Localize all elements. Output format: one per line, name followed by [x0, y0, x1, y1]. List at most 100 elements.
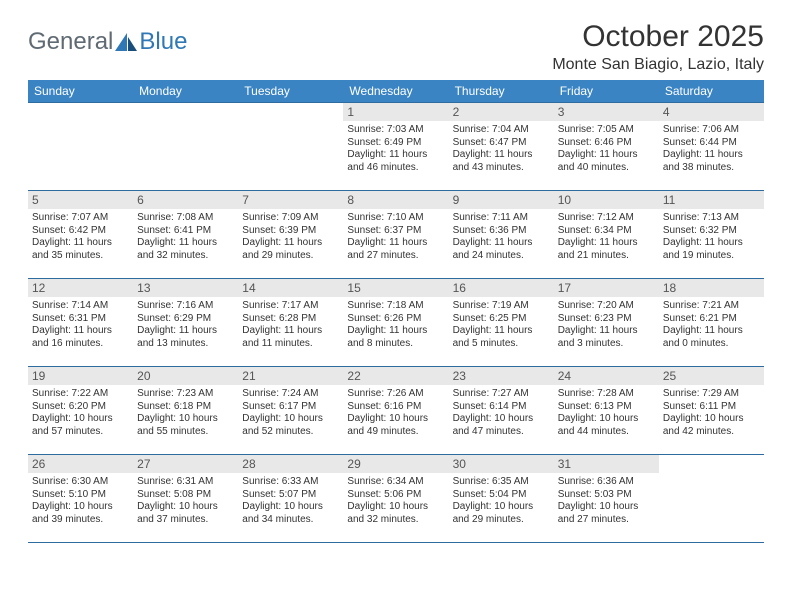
- calendar-day-cell: 25 Sunrise: 7:29 AMSunset: 6:11 PMDayligh…: [659, 367, 764, 455]
- day-info-line: Sunrise: 7:06 AM: [663, 124, 760, 137]
- day-info-line: and 39 minutes.: [32, 514, 129, 527]
- calendar-day-cell: [238, 103, 343, 191]
- day-info: Sunrise: 7:12 AMSunset: 6:34 PMDaylight:…: [558, 212, 655, 262]
- location: Monte San Biagio, Lazio, Italy: [552, 56, 764, 74]
- day-info-line: and 19 minutes.: [663, 250, 760, 263]
- weekday-header: Saturday: [659, 80, 764, 103]
- day-number: 11: [659, 191, 764, 209]
- day-number: 17: [554, 279, 659, 297]
- day-info: Sunrise: 7:17 AMSunset: 6:28 PMDaylight:…: [242, 300, 339, 350]
- day-info-line: and 34 minutes.: [242, 514, 339, 527]
- day-info-line: Daylight: 11 hours: [663, 237, 760, 250]
- day-info-line: Daylight: 11 hours: [137, 325, 234, 338]
- calendar-week-row: 26Sunrise: 6:30 AMSunset: 5:10 PMDayligh…: [28, 455, 764, 543]
- day-info: Sunrise: 7:26 AMSunset: 6:16 PMDaylight:…: [347, 388, 444, 438]
- calendar-day-cell: [133, 103, 238, 191]
- day-info-line: Sunrise: 6:33 AM: [242, 476, 339, 489]
- day-number: 30: [449, 455, 554, 473]
- day-info-line: Daylight: 10 hours: [242, 413, 339, 426]
- day-info-line: Daylight: 11 hours: [558, 325, 655, 338]
- calendar-day-cell: [659, 455, 764, 543]
- day-info-line: Sunrise: 7:28 AM: [558, 388, 655, 401]
- day-number: 25: [659, 367, 764, 385]
- calendar-day-cell: 12Sunrise: 7:14 AMSunset: 6:31 PMDayligh…: [28, 279, 133, 367]
- day-info: Sunrise: 7:22 AMSunset: 6:20 PMDaylight:…: [32, 388, 129, 438]
- day-info-line: Sunrise: 7:08 AM: [137, 212, 234, 225]
- day-info: Sunrise: 7:23 AMSunset: 6:18 PMDaylight:…: [137, 388, 234, 438]
- day-info-line: Sunrise: 7:07 AM: [32, 212, 129, 225]
- day-info-line: Sunrise: 7:27 AM: [453, 388, 550, 401]
- day-info-line: Sunset: 6:26 PM: [347, 313, 444, 326]
- day-info-line: Sunrise: 7:16 AM: [137, 300, 234, 313]
- day-number: 29: [343, 455, 448, 473]
- day-info-line: and 5 minutes.: [453, 338, 550, 351]
- day-info-line: Daylight: 11 hours: [663, 149, 760, 162]
- day-info-line: Daylight: 10 hours: [242, 501, 339, 514]
- day-number: 4: [659, 103, 764, 121]
- day-info-line: Sunset: 5:04 PM: [453, 489, 550, 502]
- day-info: Sunrise: 7:20 AMSunset: 6:23 PMDaylight:…: [558, 300, 655, 350]
- day-info-line: Daylight: 11 hours: [347, 149, 444, 162]
- day-info-line: Sunrise: 6:31 AM: [137, 476, 234, 489]
- calendar-day-cell: 1Sunrise: 7:03 AMSunset: 6:49 PMDaylight…: [343, 103, 448, 191]
- day-info-line: Sunrise: 6:30 AM: [32, 476, 129, 489]
- day-info-line: and 29 minutes.: [242, 250, 339, 263]
- day-info-line: and 43 minutes.: [453, 162, 550, 175]
- day-info-line: Sunrise: 7:13 AM: [663, 212, 760, 225]
- day-info-line: Daylight: 10 hours: [558, 413, 655, 426]
- day-info-line: Sunrise: 7:23 AM: [137, 388, 234, 401]
- day-info-line: Sunset: 6:16 PM: [347, 401, 444, 414]
- day-info-line: Sunset: 6:21 PM: [663, 313, 760, 326]
- day-info: Sunrise: 7:13 AMSunset: 6:32 PMDaylight:…: [663, 212, 760, 262]
- day-info-line: and 57 minutes.: [32, 426, 129, 439]
- day-info-line: Sunset: 6:18 PM: [137, 401, 234, 414]
- day-info-line: Sunset: 6:47 PM: [453, 137, 550, 150]
- day-info-line: and 37 minutes.: [137, 514, 234, 527]
- day-number: 6: [133, 191, 238, 209]
- day-info-line: Sunset: 6:25 PM: [453, 313, 550, 326]
- day-info-line: and 47 minutes.: [453, 426, 550, 439]
- day-info: Sunrise: 7:29 AMSunset: 6:11 PMDaylight:…: [663, 388, 760, 438]
- weekday-header: Thursday: [449, 80, 554, 103]
- calendar-day-cell: [28, 103, 133, 191]
- day-info-line: Sunset: 6:23 PM: [558, 313, 655, 326]
- day-info-line: Daylight: 11 hours: [242, 325, 339, 338]
- logo-text-general: General: [28, 28, 113, 56]
- day-info: Sunrise: 7:16 AMSunset: 6:29 PMDaylight:…: [137, 300, 234, 350]
- day-info-line: Daylight: 10 hours: [137, 413, 234, 426]
- day-number: 27: [133, 455, 238, 473]
- day-info-line: Sunset: 6:14 PM: [453, 401, 550, 414]
- day-info-line: Daylight: 11 hours: [453, 237, 550, 250]
- calendar-day-cell: 4Sunrise: 7:06 AMSunset: 6:44 PMDaylight…: [659, 103, 764, 191]
- day-info-line: and 27 minutes.: [347, 250, 444, 263]
- day-info-line: and 0 minutes.: [663, 338, 760, 351]
- day-info-line: Sunrise: 6:35 AM: [453, 476, 550, 489]
- day-number: 18: [659, 279, 764, 297]
- calendar-day-cell: 2Sunrise: 7:04 AMSunset: 6:47 PMDaylight…: [449, 103, 554, 191]
- day-info-line: Daylight: 10 hours: [137, 501, 234, 514]
- day-number: 10: [554, 191, 659, 209]
- day-info-line: and 21 minutes.: [558, 250, 655, 263]
- day-info-line: and 8 minutes.: [347, 338, 444, 351]
- day-info-line: Daylight: 10 hours: [453, 501, 550, 514]
- day-info: Sunrise: 6:30 AMSunset: 5:10 PMDaylight:…: [32, 476, 129, 526]
- calendar-table: Sunday Monday Tuesday Wednesday Thursday…: [28, 80, 764, 543]
- day-info-line: and 35 minutes.: [32, 250, 129, 263]
- day-info-line: and 38 minutes.: [663, 162, 760, 175]
- day-number: 14: [238, 279, 343, 297]
- day-info: Sunrise: 7:10 AMSunset: 6:37 PMDaylight:…: [347, 212, 444, 262]
- day-info: Sunrise: 7:18 AMSunset: 6:26 PMDaylight:…: [347, 300, 444, 350]
- calendar-week-row: 12Sunrise: 7:14 AMSunset: 6:31 PMDayligh…: [28, 279, 764, 367]
- calendar-day-cell: 5Sunrise: 7:07 AMSunset: 6:42 PMDaylight…: [28, 191, 133, 279]
- calendar-day-cell: 20Sunrise: 7:23 AMSunset: 6:18 PMDayligh…: [133, 367, 238, 455]
- day-info: Sunrise: 7:08 AMSunset: 6:41 PMDaylight:…: [137, 212, 234, 262]
- day-number: 9: [449, 191, 554, 209]
- day-number: 3: [554, 103, 659, 121]
- calendar-day-cell: 16Sunrise: 7:19 AMSunset: 6:25 PMDayligh…: [449, 279, 554, 367]
- logo-sail-icon: [115, 33, 137, 51]
- calendar-day-cell: 31Sunrise: 6:36 AMSunset: 5:03 PMDayligh…: [554, 455, 659, 543]
- day-info-line: Sunset: 6:42 PM: [32, 225, 129, 238]
- day-number: 1: [343, 103, 448, 121]
- day-info: Sunrise: 7:07 AMSunset: 6:42 PMDaylight:…: [32, 212, 129, 262]
- day-info-line: Daylight: 10 hours: [32, 413, 129, 426]
